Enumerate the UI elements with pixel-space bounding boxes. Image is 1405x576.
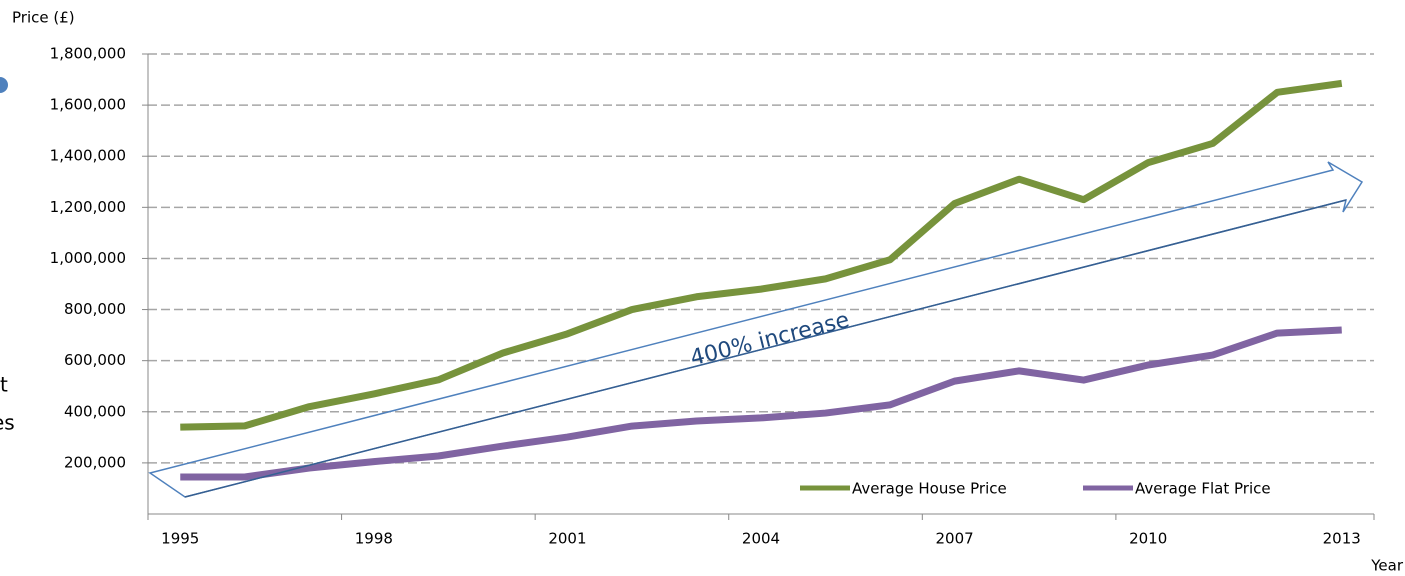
x-tick-label: 2010	[1129, 530, 1167, 548]
y-tick-label: 1,600,000	[50, 96, 126, 114]
y-tick-label: 200,000	[64, 453, 126, 471]
annotation: 400% increase	[688, 308, 852, 372]
legend-label: Average House Price	[852, 480, 1007, 498]
y-axis-label: Price (£)	[12, 9, 75, 27]
x-tick-label: 1998	[355, 530, 393, 548]
x-tick-label: 2007	[935, 530, 973, 548]
y-tick-label: 1,400,000	[50, 147, 126, 165]
y-tick-label: 600,000	[64, 351, 126, 369]
y-tick-label: 400,000	[64, 402, 126, 420]
series-line	[180, 326, 1342, 481]
cropped-text: t	[0, 373, 8, 397]
arrow-edge	[184, 199, 1347, 498]
y-tick-label: 1,000,000	[50, 249, 126, 267]
plot: 200,000 400,000 600,000 800,000 1,000,000 1,2…	[50, 45, 1375, 548]
x-tick-label: 2013	[1323, 530, 1361, 548]
y-tick-label: 1,200,000	[50, 198, 126, 216]
cropped-text: es	[0, 411, 15, 435]
series-line	[180, 79, 1343, 431]
x-tick-label: 2004	[742, 530, 780, 548]
y-tick-label: 800,000	[64, 300, 126, 318]
cropped-dot	[0, 77, 8, 93]
x-tick-label: 1995	[161, 530, 199, 548]
y-tick-label: 1,800,000	[50, 45, 126, 63]
legend-label: Average Flat Price	[1135, 480, 1271, 498]
x-tick-label: 2001	[548, 530, 586, 548]
x-axis-label: Year	[1370, 557, 1404, 575]
